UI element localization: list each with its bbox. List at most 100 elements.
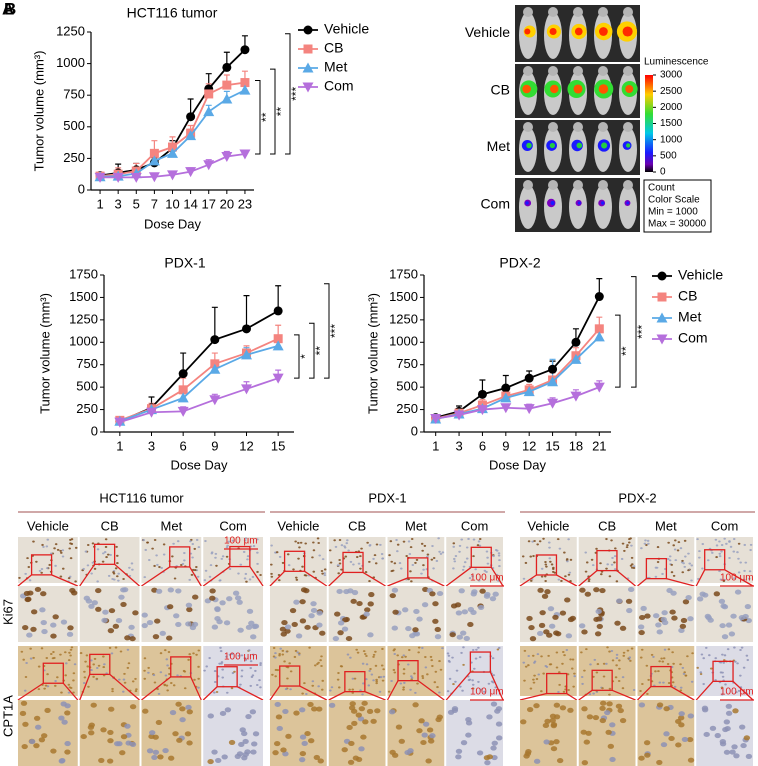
marker <box>477 389 487 399</box>
cell <box>289 688 292 691</box>
cell <box>679 547 683 550</box>
marker <box>239 149 251 160</box>
cell <box>550 746 558 752</box>
tissue <box>18 537 78 583</box>
cell <box>183 559 186 562</box>
cell <box>639 689 642 693</box>
cell <box>191 543 195 546</box>
cell <box>295 633 303 639</box>
cell <box>32 540 35 543</box>
cell <box>393 652 397 656</box>
cell <box>564 597 571 603</box>
cell <box>700 653 704 656</box>
marker <box>178 369 188 379</box>
y-tick-label: 1000 <box>69 334 98 349</box>
cell <box>739 674 742 677</box>
cell <box>276 725 283 732</box>
cell <box>18 576 21 579</box>
cell <box>299 734 307 740</box>
cell <box>638 614 646 621</box>
cell <box>22 624 29 631</box>
chart-title: PDX-1 <box>164 255 205 271</box>
cell <box>434 670 438 673</box>
cell <box>482 690 486 693</box>
cell <box>69 648 73 651</box>
cell <box>393 562 397 565</box>
cell <box>748 570 752 573</box>
cell <box>311 556 314 559</box>
cell <box>43 687 46 690</box>
cell <box>679 686 683 689</box>
cell <box>258 679 261 682</box>
cell <box>108 608 116 614</box>
cell <box>617 708 624 714</box>
cell <box>569 558 573 561</box>
cell <box>144 548 148 551</box>
cell <box>72 679 75 682</box>
cell <box>467 537 470 541</box>
cell <box>728 556 731 560</box>
cell <box>702 657 706 660</box>
cell <box>536 630 544 637</box>
cell <box>455 669 459 672</box>
cell <box>463 635 470 642</box>
cell <box>658 660 661 663</box>
cell <box>471 679 474 682</box>
cell <box>274 668 278 671</box>
cell <box>654 670 657 673</box>
cell <box>103 551 107 554</box>
cell <box>458 550 461 553</box>
cell <box>744 561 748 564</box>
cell <box>661 660 665 663</box>
cell <box>228 567 232 571</box>
cell <box>285 733 292 739</box>
cell <box>375 543 379 546</box>
cell <box>241 731 248 737</box>
cell <box>622 651 626 654</box>
x-tick-label: 21 <box>592 438 606 453</box>
cell <box>527 654 531 658</box>
cell <box>132 610 139 616</box>
cell <box>101 617 108 623</box>
cell <box>88 603 95 609</box>
y-tick-label: 250 <box>396 401 418 416</box>
series-line <box>435 386 600 420</box>
cell <box>313 754 321 760</box>
cell <box>581 760 589 766</box>
colorbar-tick-label: 3000 <box>660 70 683 81</box>
cell <box>69 654 72 657</box>
cell <box>27 590 34 596</box>
series-line <box>119 337 279 422</box>
cell <box>88 730 95 736</box>
marker <box>500 392 512 403</box>
cell <box>40 571 43 574</box>
cell <box>725 703 733 709</box>
cell <box>294 649 298 652</box>
cell <box>370 673 374 676</box>
cell <box>24 675 28 679</box>
cell <box>573 675 577 678</box>
cell <box>472 555 475 558</box>
cell <box>338 558 341 562</box>
cell <box>531 654 535 657</box>
cell <box>234 753 241 759</box>
cell <box>673 548 677 551</box>
cell <box>486 556 489 559</box>
cell <box>686 737 694 743</box>
cell <box>191 621 199 627</box>
cell <box>622 654 626 657</box>
column-label: Com <box>711 518 738 533</box>
cell <box>270 572 273 575</box>
cell <box>416 682 419 685</box>
cell <box>168 667 171 670</box>
significance-label: * <box>298 354 312 359</box>
cell <box>425 758 432 764</box>
cell <box>548 623 556 629</box>
cell <box>543 575 547 578</box>
cell <box>172 731 179 737</box>
cell <box>550 723 558 729</box>
cell <box>660 742 668 748</box>
signal-core <box>525 201 529 205</box>
cell <box>320 688 324 691</box>
cell <box>211 749 218 755</box>
